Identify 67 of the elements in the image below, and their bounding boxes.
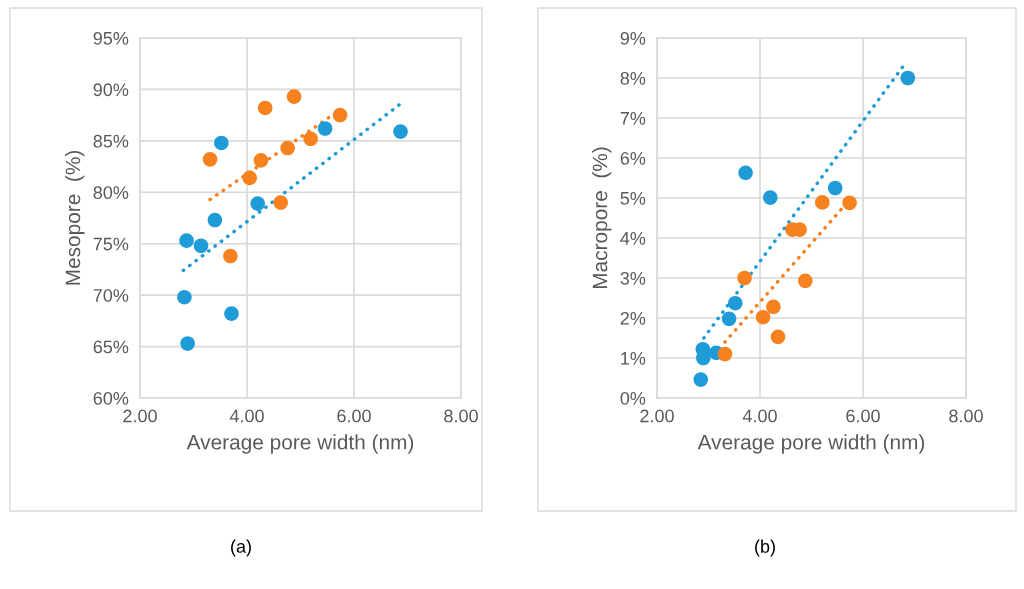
y-tick-label: 80% [93, 186, 129, 200]
y-tick-label: 5% [620, 192, 646, 205]
point [179, 233, 194, 248]
point [224, 306, 239, 321]
x-axis-title: Average pore width (nm) [697, 434, 925, 454]
point [798, 273, 813, 289]
point [842, 195, 857, 211]
y-tick-label: 3% [620, 271, 646, 285]
point [280, 140, 295, 156]
y-tick-label: 90% [93, 83, 129, 97]
y-tick-label: 75% [93, 237, 129, 251]
point [815, 195, 830, 210]
point [900, 70, 916, 86]
point [737, 270, 752, 286]
x-tick-label: 6.00 [337, 409, 371, 423]
point [257, 100, 273, 116]
y-tick-label: 95% [93, 31, 129, 45]
text: (a) [231, 539, 251, 557]
y-tick-label: 60% [93, 391, 129, 405]
point [180, 336, 195, 351]
text: (b) [755, 539, 775, 557]
point [202, 152, 218, 167]
y-tick-label: 85% [93, 134, 129, 148]
y-axis-title: Mesopore (%) [65, 150, 85, 285]
y-axis-title: Macropore (%) [592, 147, 612, 289]
point [770, 329, 786, 345]
point [303, 131, 318, 147]
x-tick-label: 6.00 [846, 409, 880, 423]
x-tick-label: 8.00 [949, 409, 983, 423]
x-tick-label: 4.00 [229, 409, 264, 423]
point [177, 289, 192, 305]
point [273, 195, 288, 210]
y-tick-label: 6% [620, 151, 646, 165]
x-tick-label: 2.00 [123, 409, 157, 423]
point [286, 89, 302, 104]
point [250, 196, 265, 211]
point [721, 311, 737, 327]
point [223, 248, 238, 264]
y-tick-label: 8% [620, 71, 646, 85]
point [332, 107, 348, 123]
point [214, 135, 229, 151]
x-tick-label: 8.00 [444, 409, 478, 423]
point [763, 190, 778, 205]
x-tick-label: 2.00 [640, 409, 674, 423]
y-tick-label: 4% [620, 232, 646, 245]
point [693, 372, 709, 387]
y-tick-label: 2% [620, 311, 646, 325]
point [766, 299, 781, 315]
y-tick-label: 9% [620, 31, 646, 45]
point [242, 170, 257, 186]
y-tick-label: 70% [93, 289, 129, 302]
point [738, 165, 753, 181]
point [253, 153, 269, 168]
point [393, 124, 408, 139]
y-tick-label: 65% [93, 340, 129, 354]
y-tick-label: 7% [620, 112, 646, 125]
point [207, 212, 223, 228]
x-tick-label: 4.00 [742, 409, 777, 423]
x-axis-title: Average pore width (nm) [186, 434, 414, 454]
y-tick-label: 1% [621, 352, 646, 365]
point [717, 346, 733, 362]
point [827, 180, 843, 196]
point [728, 295, 743, 311]
point [193, 238, 209, 254]
point [755, 309, 771, 325]
point [317, 121, 333, 136]
y-tick-label: 0% [620, 391, 646, 405]
